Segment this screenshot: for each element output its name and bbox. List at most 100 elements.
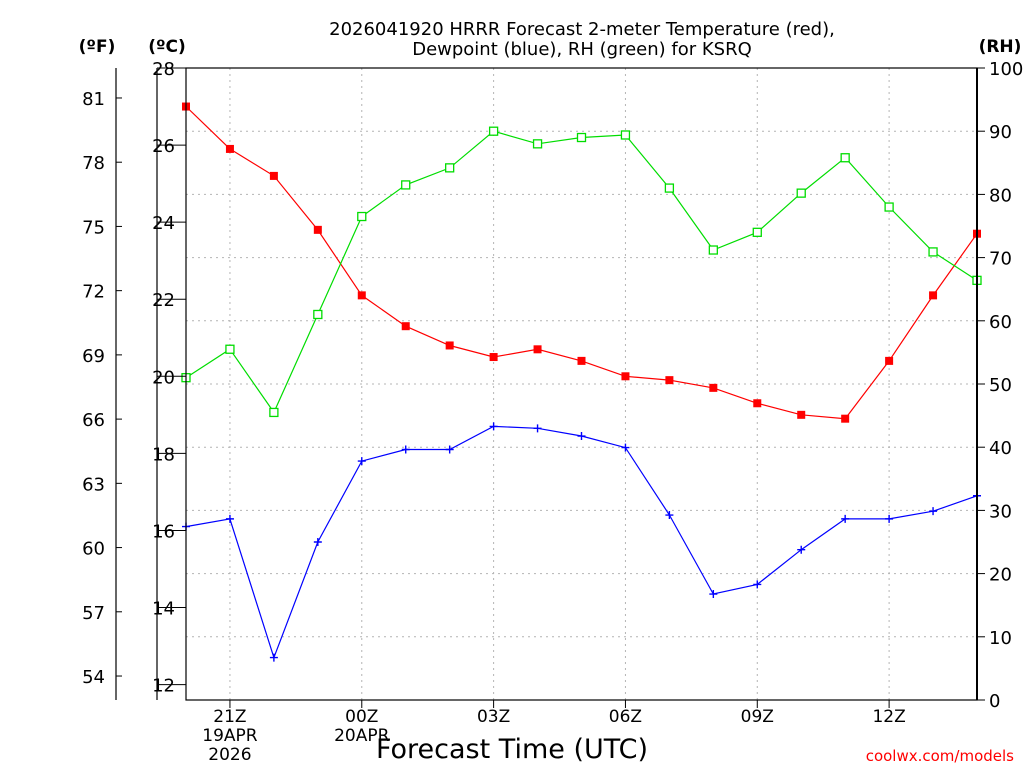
rh-point bbox=[401, 180, 411, 190]
rh-point bbox=[269, 407, 279, 418]
celsius-tick-label: 26 bbox=[152, 136, 175, 157]
rh-point bbox=[445, 163, 455, 173]
rh-tick-label: 0 bbox=[989, 691, 1000, 712]
fahrenheit-tick-label: 66 bbox=[82, 410, 105, 431]
celsius-axis-label: (ºC) bbox=[148, 37, 186, 57]
x-tick-label: 03Z bbox=[477, 707, 510, 727]
rh-tick-label: 40 bbox=[989, 438, 1012, 459]
x-axis-label: Forecast Time (UTC) bbox=[376, 734, 648, 765]
temperature-point bbox=[401, 322, 410, 331]
chart-title-line-2: Dewpoint (blue), RH (green) for KSRQ bbox=[412, 39, 752, 60]
dewpoint-point bbox=[709, 590, 718, 599]
dewpoint-point bbox=[929, 507, 938, 516]
dewpoint-point bbox=[621, 443, 630, 452]
temperature-point bbox=[225, 144, 234, 153]
fahrenheit-tick-label: 63 bbox=[82, 474, 105, 495]
x-tick-label: 21Z bbox=[213, 707, 246, 727]
temperature-point bbox=[885, 356, 894, 365]
rh-tick-label: 60 bbox=[989, 312, 1012, 333]
celsius-tick-label: 16 bbox=[152, 521, 175, 542]
temperature-point bbox=[445, 341, 454, 350]
rh-tick-label: 50 bbox=[989, 375, 1012, 396]
x-tick-date-label: 20APR bbox=[334, 726, 390, 746]
x-tick-label: 06Z bbox=[609, 707, 642, 727]
dewpoint-point bbox=[665, 511, 674, 520]
dewpoint-line bbox=[185, 425, 978, 660]
temperature-point bbox=[665, 376, 674, 385]
rh-tick-label: 30 bbox=[989, 501, 1012, 522]
rh-line bbox=[185, 130, 978, 414]
temperature-point bbox=[577, 356, 586, 365]
rh-point bbox=[225, 344, 235, 354]
rh-tick-label: 10 bbox=[989, 628, 1012, 649]
celsius-tick-label: 20 bbox=[152, 367, 175, 388]
rh-point bbox=[884, 202, 894, 212]
rh-point bbox=[752, 227, 762, 237]
rh-point bbox=[796, 188, 806, 198]
fahrenheit-tick-label: 57 bbox=[82, 603, 105, 624]
dewpoint-point bbox=[753, 580, 762, 589]
fahrenheit-tick-label: 60 bbox=[82, 539, 105, 560]
dewpoint-point bbox=[885, 514, 894, 523]
temperature-point bbox=[929, 291, 938, 300]
celsius-tick-label: 28 bbox=[152, 59, 175, 80]
series bbox=[181, 102, 982, 662]
x-tick-label: 09Z bbox=[741, 707, 774, 727]
rh-tick-label: 80 bbox=[989, 185, 1012, 206]
dewpoint-point bbox=[577, 432, 586, 441]
chart-title-line-1: 2026041920 HRRR Forecast 2-meter Tempera… bbox=[329, 19, 835, 40]
dewpoint-point bbox=[489, 422, 498, 431]
credit-text: coolwx.com/models bbox=[866, 747, 1014, 765]
dewpoint-point bbox=[533, 424, 542, 433]
temperature-line bbox=[185, 106, 978, 420]
x-tick-label: 12Z bbox=[872, 707, 905, 727]
temperature-point bbox=[489, 353, 498, 362]
rh-point bbox=[664, 183, 675, 193]
rh-point bbox=[488, 126, 499, 136]
temperature-point bbox=[533, 345, 542, 354]
rh-point bbox=[532, 139, 543, 149]
rh-point bbox=[840, 153, 850, 163]
rh-tick-label: 100 bbox=[989, 59, 1023, 80]
temperature-point bbox=[841, 414, 850, 423]
celsius-tick-label: 14 bbox=[152, 599, 175, 620]
temperature-point bbox=[797, 410, 806, 419]
fahrenheit-tick-label: 78 bbox=[82, 153, 105, 174]
rh-point bbox=[576, 132, 587, 143]
rh-axis-label: (RH) bbox=[979, 37, 1022, 57]
fahrenheit-tick-label: 69 bbox=[82, 346, 105, 367]
fahrenheit-tick-label: 72 bbox=[82, 282, 105, 303]
temperature-point bbox=[621, 372, 630, 381]
celsius-tick-label: 22 bbox=[152, 290, 175, 311]
fahrenheit-tick-label: 54 bbox=[82, 667, 105, 688]
dewpoint-point bbox=[401, 445, 410, 454]
celsius-tick-label: 18 bbox=[152, 444, 175, 465]
temperature-point bbox=[357, 291, 366, 300]
dewpoint-point bbox=[313, 538, 322, 546]
fahrenheit-tick-label: 75 bbox=[82, 217, 105, 238]
temperature-point bbox=[313, 225, 322, 234]
fahrenheit-tick-label: 81 bbox=[82, 89, 105, 110]
rh-point bbox=[928, 247, 938, 257]
rh-tick-label: 70 bbox=[989, 249, 1012, 270]
temperature-point bbox=[753, 399, 762, 408]
celsius-tick-label: 12 bbox=[152, 676, 175, 697]
x-tick-label: 00Z bbox=[345, 707, 378, 727]
rh-point bbox=[313, 309, 323, 320]
grid bbox=[186, 68, 977, 700]
rh-point bbox=[620, 130, 631, 140]
rh-tick-label: 90 bbox=[989, 122, 1012, 143]
dewpoint-point bbox=[445, 445, 454, 454]
dewpoint-point bbox=[225, 514, 234, 523]
x-tick-year-label: 2026 bbox=[208, 745, 251, 765]
temperature-point bbox=[709, 383, 718, 392]
dewpoint-point bbox=[841, 514, 850, 523]
rh-tick-label: 20 bbox=[989, 565, 1012, 586]
fahrenheit-axis-label: (ºF) bbox=[79, 37, 116, 57]
dewpoint-point bbox=[357, 457, 366, 466]
dewpoint-point bbox=[269, 653, 278, 662]
rh-point bbox=[357, 211, 367, 222]
x-tick-date-label: 19APR bbox=[202, 726, 258, 746]
dewpoint-point bbox=[797, 545, 806, 554]
